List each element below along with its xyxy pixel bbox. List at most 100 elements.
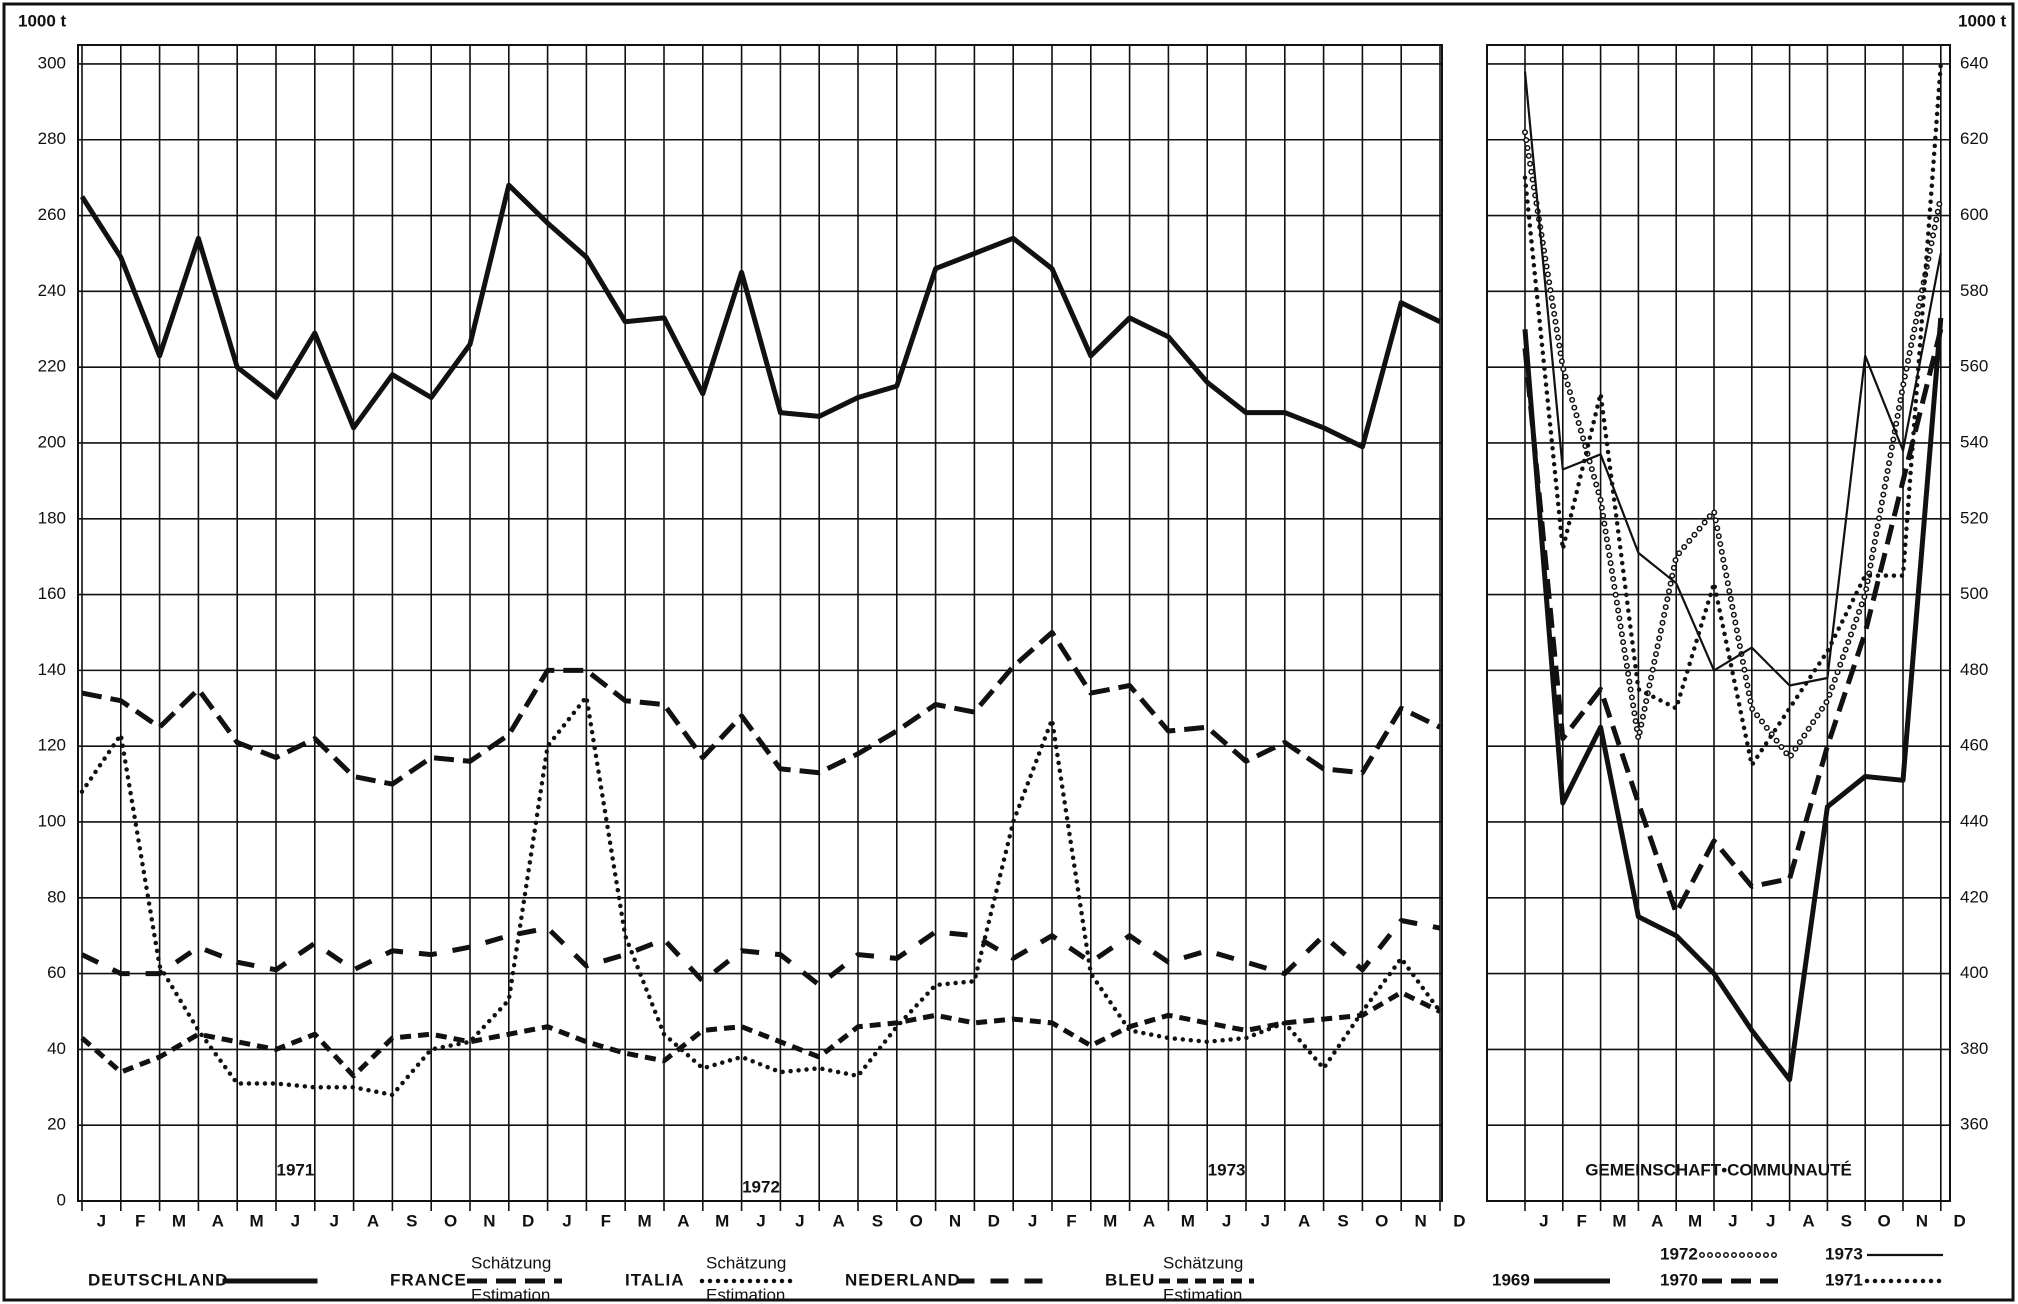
y-tick-label: 40 — [47, 1039, 66, 1058]
x-tick-label: A — [832, 1211, 844, 1230]
legend-label: 1971 — [1825, 1270, 1863, 1289]
x-tick-label: J — [1539, 1211, 1548, 1230]
x-tick-label: N — [949, 1211, 961, 1230]
x-tick-label: D — [988, 1211, 1000, 1230]
year-label: 1973 — [1208, 1160, 1246, 1179]
legend-label: 1972 — [1660, 1244, 1698, 1263]
y-tick-label: 120 — [38, 736, 66, 755]
y-tick-label: 520 — [1960, 508, 1988, 527]
x-tick-label: A — [677, 1211, 689, 1230]
y-tick-label: 600 — [1960, 205, 1988, 224]
x-tick-label: A — [367, 1211, 379, 1230]
y-tick-label: 640 — [1960, 53, 1988, 72]
legend-label: ITALIA — [625, 1270, 685, 1289]
y-tick-label: 560 — [1960, 357, 1988, 376]
y-tick-label: 280 — [38, 129, 66, 148]
x-tick-label: A — [1651, 1211, 1663, 1230]
x-tick-label: D — [1954, 1211, 1966, 1230]
series-line — [1522, 317, 1944, 1083]
x-tick-label: F — [601, 1211, 611, 1230]
y-tick-label: 180 — [38, 508, 66, 527]
x-tick-label: J — [795, 1211, 804, 1230]
x-tick-label: F — [1066, 1211, 1076, 1230]
y-tick-label: 380 — [1960, 1039, 1988, 1058]
x-tick-label: O — [910, 1211, 923, 1230]
y-tick-label: 80 — [47, 887, 66, 906]
estimate-note: Estimation — [1163, 1285, 1242, 1304]
y-tick-label: 620 — [1960, 129, 1988, 148]
x-tick-label: N — [483, 1211, 495, 1230]
x-tick-label: S — [1841, 1211, 1852, 1230]
y-tick-label: 240 — [38, 281, 66, 300]
series-line — [81, 630, 1442, 787]
series-line — [1523, 71, 1942, 687]
y-tick-label: 140 — [38, 660, 66, 679]
series-line — [80, 990, 1442, 1079]
x-tick-label: N — [1414, 1211, 1426, 1230]
x-tick-label: N — [1916, 1211, 1928, 1230]
x-tick-label: O — [1877, 1211, 1890, 1230]
x-tick-label: J — [562, 1211, 571, 1230]
estimate-note: Schätzung — [706, 1253, 786, 1272]
x-tick-label: S — [872, 1211, 883, 1230]
y-tick-label: 580 — [1960, 281, 1988, 300]
y-tick-label: 220 — [38, 357, 66, 376]
legend-label: 1969 — [1492, 1270, 1530, 1289]
estimate-note: Estimation — [471, 1285, 550, 1304]
y-tick-label: 360 — [1960, 1115, 1988, 1134]
legend-label: FRANCE — [390, 1270, 467, 1289]
x-tick-label: A — [1298, 1211, 1310, 1230]
year-label: 1971 — [276, 1160, 314, 1179]
x-tick-label: M — [715, 1211, 729, 1230]
y-tick-label: 200 — [38, 432, 66, 451]
x-tick-label: J — [1261, 1211, 1270, 1230]
y-tick-label: 460 — [1960, 736, 1988, 755]
y-tick-label: 400 — [1960, 963, 1988, 982]
y-tick-label: 260 — [38, 205, 66, 224]
y-tick-label: 60 — [47, 963, 66, 982]
legend-label: NEDERLAND — [845, 1270, 961, 1289]
x-tick-label: M — [1688, 1211, 1702, 1230]
y-tick-label: 420 — [1960, 887, 1988, 906]
unit-label: 1000 t — [18, 11, 67, 30]
x-tick-label: M — [250, 1211, 264, 1230]
x-tick-label: F — [1577, 1211, 1587, 1230]
y-tick-label: 480 — [1960, 660, 1988, 679]
y-tick-label: 20 — [47, 1115, 66, 1134]
estimate-note: Schätzung — [1163, 1253, 1243, 1272]
x-tick-label: J — [1028, 1211, 1037, 1230]
x-tick-label: A — [1143, 1211, 1155, 1230]
estimate-note: Estimation — [706, 1285, 785, 1304]
x-tick-label: J — [1222, 1211, 1231, 1230]
x-tick-label: J — [756, 1211, 765, 1230]
legend-label: 1970 — [1660, 1270, 1698, 1289]
x-tick-label: J — [329, 1211, 338, 1230]
y-tick-label: 300 — [38, 53, 66, 72]
x-tick-label: M — [1103, 1211, 1117, 1230]
x-tick-label: D — [522, 1211, 534, 1230]
x-tick-label: J — [1728, 1211, 1737, 1230]
x-tick-label: O — [444, 1211, 457, 1230]
legend-label: 1973 — [1825, 1244, 1863, 1263]
series-line-inner — [1523, 130, 1943, 761]
series-line — [80, 918, 1441, 988]
right-frame — [1486, 44, 1951, 1202]
series-line — [79, 694, 1443, 1098]
y-tick-label: 100 — [38, 811, 66, 830]
y-tick-label: 540 — [1960, 432, 1988, 451]
x-tick-label: A — [1802, 1211, 1814, 1230]
y-tick-label: 440 — [1960, 811, 1988, 830]
series-line — [1522, 328, 1944, 916]
x-tick-label: A — [212, 1211, 224, 1230]
x-tick-label: M — [638, 1211, 652, 1230]
estimate-note: Schätzung — [471, 1253, 551, 1272]
x-tick-label: M — [172, 1211, 186, 1230]
x-tick-label: F — [135, 1211, 145, 1230]
y-tick-label: 0 — [57, 1190, 66, 1209]
panel-title: GEMEINSCHAFT•COMMUNAUTÉ — [1585, 1160, 1852, 1179]
x-tick-label: S — [406, 1211, 417, 1230]
series-line — [1522, 61, 1944, 768]
